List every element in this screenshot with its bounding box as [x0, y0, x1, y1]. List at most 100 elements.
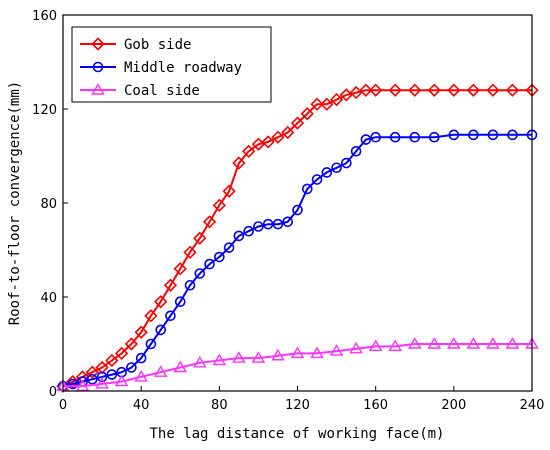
data-point — [359, 83, 373, 97]
data-point — [144, 309, 158, 323]
data-point — [370, 131, 381, 143]
data-point — [281, 125, 295, 140]
data-point — [193, 231, 207, 245]
data-point — [95, 377, 109, 389]
x-tick-label: 200 — [441, 398, 466, 413]
data-point — [154, 295, 168, 309]
data-point — [232, 351, 246, 363]
data-point — [106, 369, 118, 380]
data-point — [368, 339, 383, 352]
x-tick-label: 240 — [520, 398, 545, 413]
x-tick-label: 120 — [285, 398, 310, 413]
data-point — [300, 107, 314, 121]
data-point — [114, 374, 129, 387]
data-point — [341, 157, 352, 169]
data-point — [329, 344, 344, 356]
legend-marker — [91, 83, 105, 95]
data-point — [135, 352, 147, 364]
data-point — [173, 360, 187, 373]
x-tick-label: 160 — [363, 398, 388, 413]
data-point — [145, 338, 157, 350]
data-point — [193, 355, 207, 368]
data-point — [487, 129, 499, 141]
data-point — [272, 218, 284, 230]
legend-entry: Gob side — [80, 37, 191, 53]
data-point — [282, 216, 294, 228]
data-point — [202, 215, 217, 229]
data-point — [369, 83, 383, 97]
series-gob-side — [56, 83, 539, 393]
y-tick-label: 80 — [40, 197, 57, 212]
data-point — [388, 339, 402, 352]
data-point — [222, 184, 236, 198]
data-point — [447, 337, 461, 349]
data-point — [409, 131, 421, 143]
data-point — [320, 97, 334, 111]
data-point — [243, 225, 254, 237]
data-point — [233, 230, 245, 242]
data-point — [350, 146, 362, 157]
data-point — [85, 365, 99, 379]
series-middle-roadway — [57, 129, 538, 392]
y-tick-label: 160 — [32, 9, 57, 24]
data-point — [486, 337, 500, 349]
data-point — [253, 221, 264, 232]
data-point — [486, 83, 500, 97]
data-point — [447, 83, 461, 97]
data-point — [163, 278, 178, 292]
x-tick-label: 0 — [59, 398, 67, 413]
x-tick-label: 80 — [211, 398, 228, 413]
data-point — [134, 370, 148, 382]
data-point — [96, 371, 108, 383]
data-point — [408, 337, 422, 349]
data-point — [349, 341, 363, 354]
data-point — [290, 116, 305, 130]
data-point — [251, 351, 266, 363]
data-point — [311, 174, 323, 185]
legend-label: Middle roadway — [124, 60, 242, 76]
data-point — [204, 258, 215, 270]
data-point — [468, 129, 479, 141]
x-tick-label: 40 — [133, 398, 150, 413]
x-axis-title: The lag distance of working face(m) — [149, 426, 444, 442]
data-point — [389, 131, 401, 143]
data-point — [292, 204, 303, 216]
data-point — [290, 346, 305, 359]
data-point — [242, 144, 256, 158]
data-point — [427, 83, 441, 97]
data-point — [310, 346, 324, 359]
data-point — [184, 279, 196, 291]
data-point — [212, 353, 227, 366]
data-point — [105, 353, 119, 368]
legend-marker — [91, 37, 105, 51]
legend: Gob side Middle roadway Coal side — [71, 26, 272, 103]
data-point — [329, 92, 344, 107]
data-point — [466, 337, 481, 349]
data-point — [75, 379, 90, 391]
data-point — [507, 129, 518, 141]
data-point — [466, 83, 481, 97]
data-point — [126, 362, 137, 373]
legend-label: Coal side — [124, 83, 200, 99]
series-line — [63, 343, 532, 388]
data-point — [448, 129, 460, 141]
series-layer — [56, 83, 539, 393]
data-point — [67, 378, 79, 390]
data-point — [183, 245, 197, 259]
data-point — [301, 183, 313, 195]
data-point — [427, 337, 442, 349]
data-point — [194, 268, 206, 279]
data-point — [87, 373, 98, 385]
data-point — [165, 310, 176, 322]
data-point — [408, 83, 422, 97]
data-point — [428, 131, 440, 143]
data-point — [155, 324, 167, 336]
legend-label: Gob side — [124, 37, 191, 53]
y-tick-label: 0 — [49, 385, 57, 400]
data-point — [310, 97, 324, 111]
data-point — [214, 251, 225, 263]
legend-marker — [92, 61, 104, 73]
data-point — [360, 134, 372, 145]
data-point — [331, 162, 342, 174]
